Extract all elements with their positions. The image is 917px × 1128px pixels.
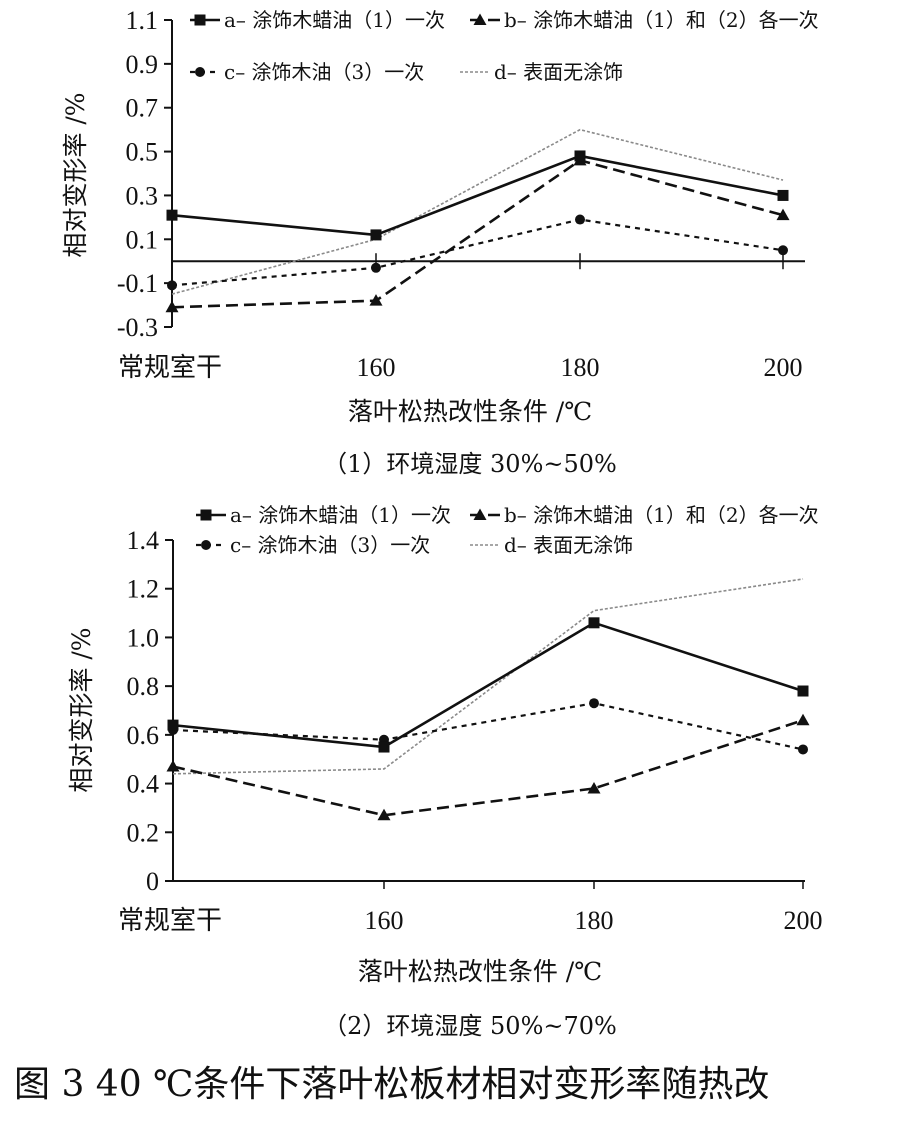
y-tick-label: 0.9 — [126, 50, 159, 79]
data-point-a — [378, 741, 390, 753]
x-tick-label: 180 — [561, 353, 600, 382]
series-line-a — [172, 621, 804, 749]
y-axis-title: 相对变形率 /% — [67, 627, 96, 792]
data-point-c — [371, 262, 381, 273]
x-tick-label: 200 — [764, 353, 803, 382]
x-tick-label: 200 — [784, 906, 823, 935]
y-tick-label: 0 — [146, 867, 159, 896]
chart-humidity-50-70: 1.4 1.2 1.0 0.8 0.6 0.4 0.2 0 常规室干 160 180 200 相对变形率… — [67, 503, 823, 936]
series-line-b — [172, 719, 804, 817]
y-tick-label: 1.0 — [127, 623, 160, 652]
legend-marker-a — [194, 14, 206, 26]
y-tick-label: 0.3 — [126, 181, 159, 210]
y-tick-label: 0.4 — [127, 770, 160, 799]
legend-label-c: c– 涂饰木油（3）一次 — [230, 533, 430, 557]
y-axis-title: 相对变形率 /% — [61, 92, 90, 257]
data-point-c — [798, 744, 808, 755]
y-tick-label: 0.1 — [126, 225, 159, 254]
y-tick-label: 0.7 — [126, 94, 159, 123]
chart2-x-axis-title: 落叶松热改性条件 /℃ — [358, 957, 602, 986]
data-point-a — [574, 150, 586, 162]
data-point-b — [369, 294, 383, 306]
data-point-b — [776, 208, 790, 221]
series-line-d — [172, 578, 804, 775]
legend-label-d: d– 表面无涂饰 — [504, 533, 633, 557]
legend-label-b: b– 涂饰木蜡油（1）和（2）各一次 — [504, 8, 819, 32]
chart1-x-axis-title: 落叶松热改性条件 /℃ — [348, 397, 592, 426]
chart2-caption: （2）环境湿度 50%~70% — [323, 1012, 617, 1040]
data-point-c — [778, 245, 788, 256]
y-tick-label: 0.5 — [126, 138, 159, 167]
y-tick-label: 0.6 — [127, 721, 160, 750]
series-line-a — [171, 154, 784, 237]
data-point-a — [370, 229, 382, 241]
legend-label-c: c– 涂饰木油（3）一次 — [224, 60, 424, 84]
data-point-a — [777, 189, 789, 201]
data-point-b — [377, 808, 391, 821]
x-tick-label: 180 — [575, 906, 614, 935]
figure-caption: 图 3 40 ℃条件下落叶松板材相对变形率随热改 — [14, 1064, 769, 1105]
data-point-a — [167, 719, 179, 731]
chart1-caption: （1）环境湿度 30%~50% — [323, 450, 617, 478]
data-point-b — [166, 760, 180, 772]
x-tick-label: 常规室干 — [118, 353, 222, 383]
y-tick-label: 1.2 — [127, 575, 160, 604]
y-tick-label: 0.2 — [127, 818, 160, 847]
data-point-a — [797, 685, 809, 697]
legend-label-a: a– 涂饰木蜡油（1）一次 — [224, 8, 445, 32]
series-line-c — [172, 702, 804, 751]
y-tick-label: 1.4 — [127, 526, 160, 555]
data-point-a — [588, 617, 600, 629]
y-tick-label: 0.8 — [127, 672, 160, 701]
y-tick-label: 1.1 — [126, 6, 159, 35]
legend-marker-b — [473, 508, 487, 520]
series-line-d — [171, 128, 784, 295]
legend-label-a: a– 涂饰木蜡油（1）一次 — [230, 503, 451, 527]
x-tick-label: 160 — [365, 906, 404, 935]
series-line-c — [171, 218, 784, 287]
data-point-b — [796, 713, 810, 726]
data-point-c — [589, 698, 599, 709]
legend-marker-b — [473, 13, 487, 25]
data-point-c — [167, 280, 177, 291]
data-point-a — [166, 209, 178, 221]
legend-label-d: d– 表面无涂饰 — [494, 60, 623, 84]
y-tick-label: -0.3 — [117, 313, 158, 342]
legend-marker-a — [200, 509, 212, 521]
series-line-b — [171, 159, 784, 309]
data-point-c — [575, 214, 585, 225]
chart-humidity-30-50: 1.1 0.9 0.7 0.5 0.3 0.1 -0.1 -0.3 常规室干 160 180 200 相… — [61, 6, 819, 383]
legend-label-b: b– 涂饰木蜡油（1）和（2）各一次 — [504, 503, 819, 527]
data-point-b — [165, 300, 179, 313]
x-tick-label: 160 — [357, 353, 396, 382]
x-tick-label: 常规室干 — [118, 906, 222, 936]
legend-marker-c — [195, 67, 205, 77]
data-point-b — [587, 781, 601, 794]
legend-marker-c — [201, 540, 211, 550]
y-tick-label: -0.1 — [117, 269, 158, 298]
